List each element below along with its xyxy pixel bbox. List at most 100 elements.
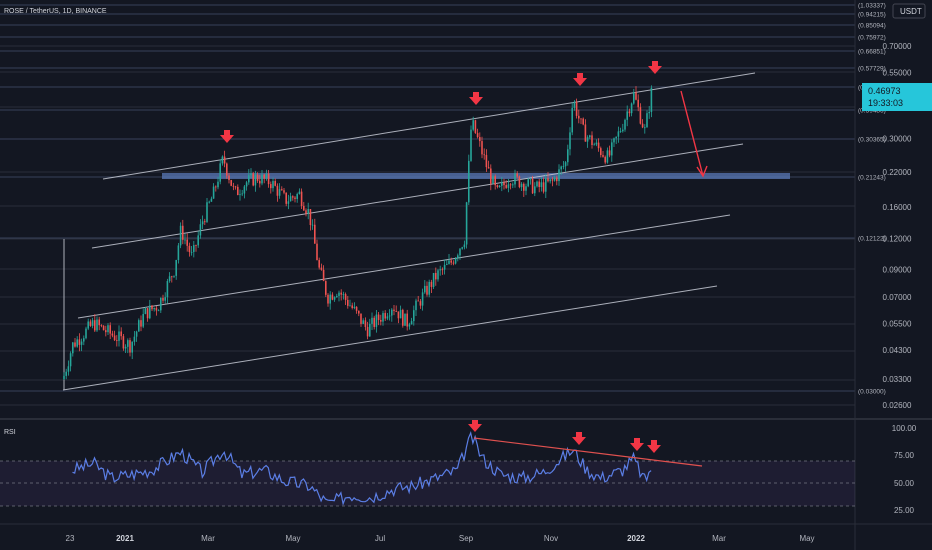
candle-body (419, 301, 422, 306)
fib-label: (0.57729) (858, 66, 886, 73)
candle-body (65, 371, 67, 376)
candle-body (109, 325, 111, 334)
candle-body (72, 342, 74, 354)
price-axis[interactable]: 0.700000.550000.400000.300000.220000.160… (883, 42, 912, 410)
candle-body (80, 341, 83, 345)
support-zone[interactable] (162, 173, 790, 179)
candle-body (558, 169, 560, 182)
rsi-tick-label: 100.00 (892, 424, 917, 433)
candle-body (333, 297, 336, 300)
candle-body (122, 336, 125, 349)
candle-body (496, 185, 499, 187)
candle-body (417, 300, 419, 302)
candle-body (650, 87, 653, 112)
rsi-axis[interactable]: 100.00 75.00 50.00 25.00 (892, 424, 917, 515)
candle-body (360, 313, 362, 324)
candle-body (516, 173, 518, 177)
candle-body (239, 194, 241, 196)
candle-body (371, 317, 373, 324)
last-price-tag (862, 83, 932, 111)
candle-body (166, 281, 169, 298)
candle-body (437, 270, 439, 280)
candle-body (124, 346, 127, 349)
candle-body (91, 320, 94, 326)
candle-body (116, 340, 118, 341)
candle-body (578, 115, 580, 119)
candle-body (327, 294, 329, 304)
candle-body (619, 131, 622, 133)
candle-body (305, 210, 307, 214)
candle-body (639, 107, 642, 124)
candle-body (184, 239, 186, 241)
candle-body (289, 196, 292, 202)
candle-body (89, 321, 92, 326)
time-axis[interactable]: 23 2021 Mar May Jul Sep Nov 2022 Mar May (66, 534, 815, 543)
candle-body (487, 167, 490, 169)
candle-body (443, 264, 446, 270)
candle-body (355, 306, 358, 311)
down-arrow-icon (573, 73, 587, 86)
candle-body (604, 156, 606, 163)
fib-label: (0.12122) (858, 236, 886, 243)
candle-body (421, 292, 424, 306)
candle-body (83, 338, 85, 342)
candle-body (386, 316, 389, 319)
candle-body (428, 281, 430, 295)
candle-body (186, 239, 188, 246)
candle-body (637, 99, 639, 108)
projection-arrow[interactable] (680, 90, 708, 178)
candle-body (538, 181, 540, 187)
down-arrow-icon (647, 440, 661, 453)
candle-body (404, 313, 406, 326)
price-tick-label: 0.05500 (883, 319, 912, 328)
candle-body (157, 310, 160, 312)
candle-body (529, 178, 532, 180)
candle-body (641, 123, 644, 128)
candle-body (100, 325, 103, 326)
candle-body (241, 193, 243, 195)
rsi-divergence-line[interactable] (473, 437, 703, 467)
candle-body (362, 320, 364, 324)
candle-body (349, 305, 351, 307)
channel-bottom (62, 285, 718, 391)
candle-body (364, 320, 367, 327)
candle-body (410, 321, 413, 325)
candle-body (107, 325, 109, 333)
candle-body (342, 294, 345, 295)
candle-body (628, 111, 631, 114)
fib-label: (0.75972) (858, 35, 886, 42)
fib-label: (0.85094) (858, 23, 886, 30)
candle-body (608, 150, 611, 156)
candle-body (309, 209, 312, 225)
candle-body (461, 247, 463, 249)
candle-body (142, 313, 144, 327)
candle-body (470, 129, 472, 161)
candle-body (278, 189, 281, 196)
candle-body (217, 181, 219, 188)
candle-body (586, 137, 589, 142)
down-arrow-icon (630, 438, 644, 451)
candle-body (589, 135, 591, 138)
candle-body (520, 183, 523, 188)
candle-body (626, 111, 628, 120)
candle-body (388, 315, 391, 317)
rsi-tick-label: 75.00 (894, 451, 915, 460)
candle-body (562, 166, 565, 168)
candle-body (571, 107, 573, 133)
candle-body (644, 127, 646, 129)
candle-body (131, 341, 133, 353)
candle-body (190, 251, 193, 253)
candle-body (226, 163, 228, 176)
candle-body (113, 335, 116, 341)
candle-body (483, 154, 485, 156)
currency-button[interactable] (892, 3, 926, 19)
candle-body (503, 182, 505, 186)
candle-body (648, 111, 650, 114)
down-arrow-icon (469, 92, 483, 105)
candle-body (397, 311, 400, 319)
candle-body (435, 272, 437, 280)
candle-body (254, 174, 257, 186)
candle-body (525, 186, 527, 191)
candle-body (553, 177, 556, 181)
